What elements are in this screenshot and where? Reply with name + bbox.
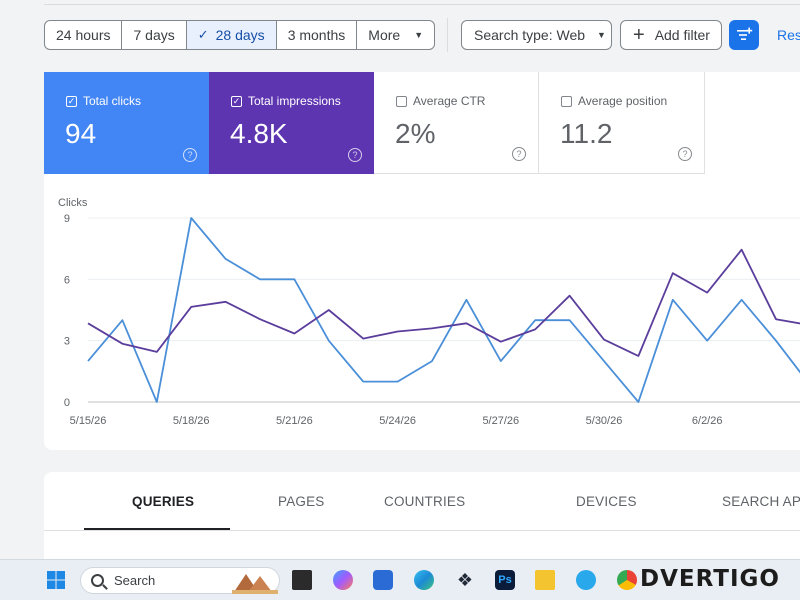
x-tick-label: 5/30/26 — [586, 415, 623, 427]
plus-icon: + — [633, 24, 645, 46]
metric-label: ✓ Total impressions — [231, 94, 341, 108]
y-tick-label: 3 — [64, 336, 70, 348]
x-tick-label: 5/15/26 — [70, 415, 107, 427]
y-tick-label: 6 — [64, 274, 70, 286]
search-icon — [91, 574, 104, 587]
help-icon[interactable]: ? — [183, 148, 197, 162]
tab-countries[interactable]: COUNTRIES — [384, 494, 466, 509]
caret-down-icon: ▼ — [597, 30, 606, 40]
x-tick-label: 5/27/26 — [482, 415, 519, 427]
help-icon[interactable]: ? — [348, 148, 362, 162]
reset-filters-link[interactable]: Res — [777, 27, 800, 43]
x-tick-label: 5/21/26 — [276, 415, 313, 427]
range-label: 3 months — [287, 27, 346, 43]
photoshop-icon[interactable]: Ps — [495, 570, 515, 590]
metric-card-average-position[interactable]: Average position 11.2 ? — [539, 72, 705, 174]
filter-settings-button[interactable] — [729, 20, 759, 50]
date-range-selector: 24 hours 7 days ✓ 28 days 3 months More ▼ — [44, 20, 436, 50]
range-7-days[interactable]: 7 days — [122, 21, 187, 49]
store-icon[interactable] — [373, 570, 393, 590]
metric-label: Average position — [561, 94, 667, 108]
windows-start-icon[interactable] — [46, 570, 66, 590]
range-28-days[interactable]: ✓ 28 days — [186, 21, 277, 49]
range-label: More — [368, 27, 401, 43]
y-tick-label: 0 — [64, 397, 70, 409]
line-chart: Clicks 9 6 3 05/15/26 5/18/26 5/21/26 5/24/26 5/… — [58, 197, 800, 427]
range-label: 28 days — [215, 27, 265, 43]
toolbar-divider — [447, 18, 448, 52]
top-divider — [44, 4, 800, 5]
search-type-label: Search type: Web — [474, 27, 586, 43]
x-tick-label: 5/24/26 — [379, 415, 416, 427]
metric-label-text: Average CTR — [413, 94, 486, 108]
metric-label-text: Total clicks — [83, 94, 142, 108]
checkbox-unchecked-icon[interactable] — [396, 95, 407, 107]
chrome-icon[interactable] — [617, 570, 637, 590]
task-view-icon[interactable] — [292, 570, 312, 590]
windows-taskbar: Search ❖ Ps — [0, 559, 800, 600]
tab-pages[interactable]: PAGES — [278, 494, 325, 509]
metric-label: ✓ Total clicks — [66, 94, 141, 108]
filter-list-icon — [737, 27, 753, 40]
tab-devices[interactable]: DEVICES — [576, 494, 637, 509]
help-icon[interactable]: ? — [512, 147, 526, 161]
metric-label-text: Total impressions — [248, 94, 341, 108]
range-more[interactable]: More ▼ — [357, 21, 434, 49]
checkmark-icon: ✓ — [197, 27, 209, 42]
tab-search-appearance[interactable]: SEARCH APP — [722, 494, 800, 509]
help-icon[interactable]: ? — [678, 147, 692, 161]
range-label: 7 days — [133, 27, 175, 43]
y-tick-label: 9 — [64, 213, 70, 225]
range-3-months[interactable]: 3 months — [277, 21, 358, 49]
metric-card-average-ctr[interactable]: Average CTR 2% ? — [374, 72, 539, 174]
metric-value: 2% — [395, 118, 436, 149]
metric-label: Average CTR — [396, 94, 485, 108]
edge-icon[interactable] — [414, 570, 434, 590]
telegram-icon[interactable] — [576, 570, 596, 590]
x-tick-label: 5/18/26 — [173, 415, 210, 427]
search-type-dropdown[interactable]: Search type: Web ▼ — [461, 20, 612, 50]
taskbar-search-placeholder: Search — [114, 573, 156, 588]
y-axis-label: Clicks — [58, 197, 88, 209]
metric-value: 4.8K — [230, 118, 288, 149]
tabs-divider — [44, 530, 800, 531]
range-24-hours[interactable]: 24 hours — [45, 21, 123, 49]
metric-card-total-clicks[interactable]: ✓ Total clicks 94 ? — [44, 72, 209, 174]
metric-cards: ✓ Total clicks 94 ? ✓ Total impressions 4.… — [44, 72, 800, 174]
checkbox-unchecked-icon[interactable] — [561, 95, 572, 107]
metric-card-total-impressions[interactable]: ✓ Total impressions 4.8K ? — [209, 72, 374, 174]
desert-widget-icon[interactable] — [232, 568, 278, 594]
metric-value: 11.2 — [560, 118, 613, 149]
checkbox-checked-icon[interactable]: ✓ — [66, 95, 77, 107]
add-filter-label: Add filter — [654, 27, 710, 43]
metric-label-text: Average position — [578, 94, 668, 108]
file-explorer-icon[interactable] — [535, 570, 555, 590]
report-tabs: QUERIES PAGES COUNTRIES DEVICES SEARCH A… — [44, 472, 800, 562]
active-tab-indicator — [84, 528, 230, 530]
watermark: DVERTIGO — [640, 566, 780, 592]
checkbox-checked-icon[interactable]: ✓ — [231, 95, 242, 107]
range-label: 24 hours — [56, 27, 111, 43]
caret-down-icon: ▼ — [414, 30, 424, 40]
dropbox-icon[interactable]: ❖ — [456, 570, 474, 590]
add-filter-button[interactable]: + Add filter — [620, 20, 722, 50]
performance-chart: Clicks 9 6 3 0 5/15/26 5/18/26 5/21/26 5/24/26 5/… — [44, 174, 800, 450]
x-tick-label: 6/2/26 — [692, 415, 723, 427]
metric-value: 94 — [65, 118, 97, 149]
copilot-icon[interactable] — [333, 570, 353, 590]
clicks-series-line — [87, 217, 800, 403]
tab-queries[interactable]: QUERIES — [132, 494, 195, 509]
toolbar: 24 hours 7 days ✓ 28 days 3 months More ▼ … — [0, 0, 800, 62]
impressions-series-line — [87, 248, 800, 357]
